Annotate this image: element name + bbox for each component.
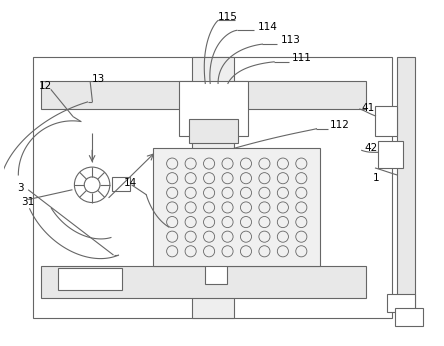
Text: 42: 42	[365, 143, 378, 153]
Circle shape	[75, 167, 110, 202]
Text: 115: 115	[218, 11, 238, 21]
Text: 113: 113	[281, 35, 301, 45]
Bar	[112, 177, 130, 191]
Text: 14: 14	[123, 178, 137, 188]
Bar	[376, 106, 397, 136]
Bar	[41, 266, 366, 298]
Bar	[178, 82, 248, 136]
Bar	[41, 82, 366, 109]
Text: 111: 111	[292, 53, 312, 63]
Bar	[378, 140, 403, 168]
Bar	[58, 268, 122, 290]
Text: 3: 3	[17, 183, 24, 193]
Text: 1: 1	[373, 173, 379, 183]
Text: 12: 12	[39, 81, 52, 91]
Circle shape	[84, 177, 100, 193]
Bar	[395, 308, 423, 326]
Bar	[33, 57, 392, 318]
Text: 112: 112	[330, 120, 350, 130]
Text: 31: 31	[21, 197, 35, 207]
Bar	[193, 57, 234, 318]
Text: 13: 13	[92, 74, 105, 83]
Bar	[153, 148, 321, 266]
Text: 114: 114	[258, 22, 278, 33]
Bar	[397, 57, 415, 318]
Bar	[189, 119, 238, 144]
Bar	[387, 294, 415, 312]
Text: 41: 41	[362, 103, 375, 113]
Bar	[205, 263, 227, 284]
